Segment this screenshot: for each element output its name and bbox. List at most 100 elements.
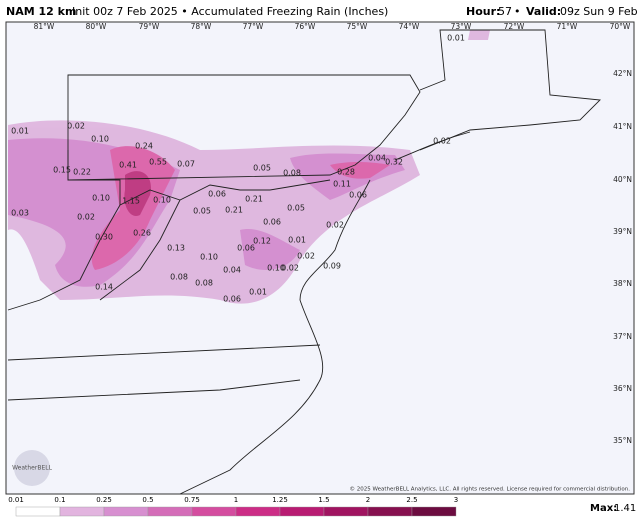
map-value: 0.03 xyxy=(11,209,29,218)
map-value: 0.01 xyxy=(249,288,267,297)
map-value: 0.21 xyxy=(245,195,263,204)
map-value: 0.06 xyxy=(349,191,367,200)
map-value: 0.06 xyxy=(223,295,241,304)
map-value: 0.10 xyxy=(91,135,109,144)
map-value: 0.08 xyxy=(283,169,301,178)
map-value: 0.30 xyxy=(95,233,113,242)
legend-swatch xyxy=(235,506,281,517)
legend-label: 0.5 xyxy=(142,496,153,504)
legend-label: 1 xyxy=(234,496,238,504)
map-value: 0.11 xyxy=(333,180,351,189)
longitude-label: 71°W xyxy=(557,22,578,31)
map: 0.010.020.100.240.15 0.220.41 0.55 0.07 0.05… xyxy=(5,21,635,495)
map-value: 0.05 xyxy=(287,204,305,213)
latitude-label: 35°N xyxy=(613,436,632,445)
precip-shading xyxy=(8,30,490,304)
map-value: 0.22 xyxy=(73,168,91,177)
max-value: 1.41 xyxy=(614,503,636,514)
map-value: 0.04 xyxy=(368,154,386,163)
map-value: 0.28 xyxy=(337,168,355,177)
max-label: Max: xyxy=(590,503,617,514)
legend-swatch xyxy=(411,506,457,517)
map-value: 0.21 xyxy=(225,206,243,215)
map-value: 0.08 xyxy=(170,273,188,282)
longitude-label: 70°W xyxy=(610,22,631,31)
map-value: 0.32 xyxy=(385,158,403,167)
legend-swatch xyxy=(59,506,105,517)
hour: 57 xyxy=(498,5,512,18)
map-value: 0.02 xyxy=(326,221,344,230)
map-value: 0.24 xyxy=(135,142,153,151)
map-value: 0.07 xyxy=(177,160,195,169)
map-value: 0.02 xyxy=(433,137,451,146)
longitude-label: 73°W xyxy=(451,22,472,31)
credit: © 2025 WeatherBELL Analytics, LLC. All r… xyxy=(350,486,631,493)
hour-label: Hour: xyxy=(466,5,500,18)
map-value: 0.02 xyxy=(67,122,85,131)
borders xyxy=(7,29,601,495)
map-value: 0.01 xyxy=(11,127,29,136)
map-value: 0.04 xyxy=(223,266,241,275)
logo-text: WeatherBELL xyxy=(12,465,53,472)
legend-swatch xyxy=(367,506,413,517)
legend-label: 1.25 xyxy=(272,496,288,504)
model: NAM 12 km xyxy=(6,5,76,18)
map-value: 0.10 xyxy=(200,253,218,262)
map-value: 0.41 xyxy=(119,161,137,170)
map-value: 0.01 xyxy=(288,236,306,245)
legend-label: 1.5 xyxy=(318,496,329,504)
legend-swatch xyxy=(15,506,61,517)
longitude-label: 79°W xyxy=(139,22,160,31)
legend-label: 0.1 xyxy=(54,496,65,504)
legend-label: 3 xyxy=(454,496,458,504)
map-value: 0.15 xyxy=(53,166,71,175)
valid: 09z Sun 9 Feb 2025 xyxy=(560,5,640,18)
latitude-label: 40°N xyxy=(613,175,632,184)
longitude-label: 72°W xyxy=(504,22,525,31)
map-value: 0.10 xyxy=(267,264,285,273)
legend-label: 0.75 xyxy=(184,496,200,504)
map-value: 0.13 xyxy=(167,244,185,253)
map-value: 0.06 xyxy=(208,190,226,199)
legend-swatch xyxy=(323,506,369,517)
longitude-label: 81°W xyxy=(34,22,55,31)
longitude-label: 74°W xyxy=(399,22,420,31)
longitude-label: 76°W xyxy=(295,22,316,31)
legend-label: 2 xyxy=(366,496,370,504)
legend-swatch xyxy=(191,506,237,517)
map-value: 0.05 xyxy=(253,164,271,173)
map-value: 0.10 xyxy=(92,194,110,203)
latitude-label: 38°N xyxy=(613,279,632,288)
logo: WeatherBELL xyxy=(12,450,53,486)
legend-label: 0.25 xyxy=(96,496,112,504)
map-value: 0.02 xyxy=(281,264,299,273)
legend-label: 2.5 xyxy=(406,496,417,504)
map-value: 0.09 xyxy=(323,262,341,271)
map-value: 0.02 xyxy=(297,252,315,261)
latitude-label: 42°N xyxy=(613,69,632,78)
latitude-label: 37°N xyxy=(613,332,632,341)
init: Init 00z 7 Feb 2025 • Accumulated Freezi… xyxy=(72,5,388,18)
latitude-label: 39°N xyxy=(613,227,632,236)
legend-label: 0.01 xyxy=(8,496,24,504)
map-value: 0.12 xyxy=(253,237,271,246)
latitude-label: 36°N xyxy=(613,384,632,393)
longitude-label: 78°W xyxy=(191,22,212,31)
separator: • xyxy=(514,5,521,18)
map-value: 1.15 xyxy=(122,197,140,206)
map-value: 0.06 xyxy=(263,218,281,227)
valid-label: Valid: xyxy=(526,5,561,18)
legend-swatch xyxy=(103,506,149,517)
map-value: 0.02 xyxy=(77,213,95,222)
map-value: 0.01 xyxy=(447,34,465,43)
map-value: 0.10 xyxy=(153,196,171,205)
map-value: 0.26 xyxy=(133,229,151,238)
legend-swatch xyxy=(279,506,325,517)
map-value: 0.05 xyxy=(193,207,211,216)
longitude-label: 77°W xyxy=(243,22,264,31)
map-value: 0.55 xyxy=(149,158,167,167)
map-value: 0.08 xyxy=(195,279,213,288)
longitude-label: 80°W xyxy=(86,22,107,31)
map-value: 0.14 xyxy=(95,283,113,292)
